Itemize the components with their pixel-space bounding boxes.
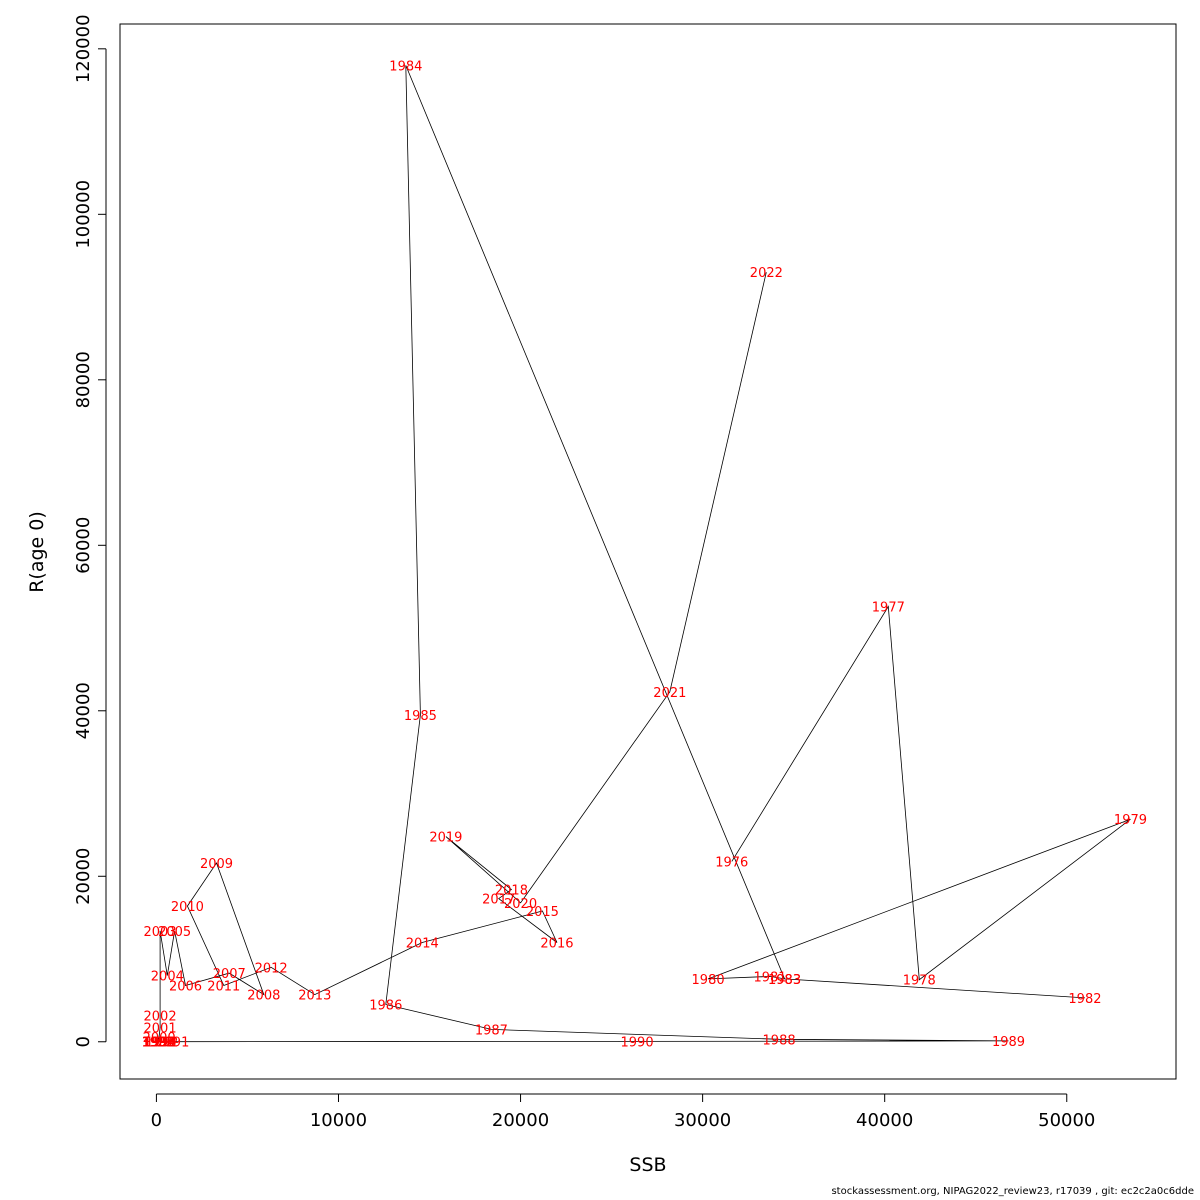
y-tick-label: 80000 [73, 351, 94, 408]
y-tick-label: 0 [73, 1036, 94, 1047]
year-label-1992: 1992 [145, 1036, 178, 1051]
series-line [157, 65, 1131, 1043]
y-axis-title: R(age 0) [26, 511, 48, 593]
year-label-2016: 2016 [540, 936, 573, 951]
y-tick-label: 20000 [73, 848, 94, 905]
year-label-1987: 1987 [475, 1023, 508, 1038]
year-label-1997: 1997 [142, 1036, 175, 1051]
year-label-1981: 1981 [753, 970, 786, 985]
year-label-1989: 1989 [992, 1035, 1025, 1050]
year-label-2006: 2006 [169, 979, 202, 994]
year-label-1982: 1982 [1068, 992, 1101, 1007]
year-label-1994: 1994 [143, 1036, 176, 1051]
year-label-1988: 1988 [763, 1033, 796, 1048]
year-label-1991: 1991 [156, 1036, 189, 1051]
year-label-2009: 2009 [200, 857, 233, 872]
year-label-2002: 2002 [144, 1009, 177, 1024]
year-label-1995: 1995 [142, 1036, 175, 1051]
year-label-2013: 2013 [298, 989, 331, 1004]
x-axis-title: SSB [629, 1154, 666, 1176]
x-axis: 0 10000 20000 30000 40000 50000 [151, 1093, 1095, 1131]
year-label-1984: 1984 [389, 59, 422, 74]
year-label-1986: 1986 [369, 999, 402, 1014]
year-label-2014: 2014 [406, 936, 439, 951]
year-label-1976: 1976 [715, 855, 748, 870]
year-label-2007: 2007 [213, 967, 246, 982]
year-label-2004: 2004 [151, 970, 184, 985]
year-label-2020: 2020 [504, 897, 537, 912]
plot-frame [119, 23, 1177, 1080]
year-label-2008: 2008 [247, 989, 280, 1004]
x-tick-label: 20000 [492, 1110, 549, 1131]
year-label-2001: 2001 [144, 1022, 177, 1037]
year-label-1980: 1980 [692, 973, 725, 988]
year-label-1979: 1979 [1114, 813, 1147, 828]
year-label-1977: 1977 [872, 601, 905, 616]
x-tick-label: 0 [151, 1110, 162, 1131]
year-label-2021: 2021 [653, 686, 686, 701]
year-label-1996: 1996 [142, 1036, 175, 1051]
year-label-2011: 2011 [207, 979, 240, 994]
year-label-1985: 1985 [404, 709, 437, 724]
x-tick-label: 30000 [674, 1110, 731, 1131]
y-tick-label: 100000 [73, 180, 94, 249]
x-tick-label: 10000 [310, 1110, 367, 1131]
year-label-1978: 1978 [903, 974, 936, 989]
year-label-2019: 2019 [429, 831, 462, 846]
year-label-2003: 2003 [144, 925, 177, 940]
year-label-2015: 2015 [526, 905, 559, 920]
year-label-2005: 2005 [158, 925, 191, 940]
year-label-1993: 1993 [144, 1036, 177, 1051]
year-label-2012: 2012 [255, 961, 288, 976]
year-label-2010: 2010 [171, 900, 204, 915]
year-label-2017: 2017 [482, 893, 515, 908]
year-label-2018: 2018 [495, 884, 528, 899]
y-axis: 0 20000 40000 60000 80000 100000 120000 [73, 14, 107, 1047]
year-label-1998: 1998 [142, 1036, 175, 1051]
year-label-2022: 2022 [750, 266, 783, 281]
year-label-1983: 1983 [768, 973, 801, 988]
footer-credit: stockassessment.org, NIPAG2022_review23,… [831, 1186, 1194, 1197]
year-label-1999: 1999 [142, 1035, 175, 1050]
year-label-1990: 1990 [621, 1035, 654, 1050]
y-tick-label: 120000 [73, 14, 94, 83]
x-tick-label: 50000 [1038, 1110, 1095, 1131]
year-label-2000: 2000 [143, 1031, 176, 1046]
y-tick-label: 40000 [73, 682, 94, 739]
y-tick-label: 60000 [73, 517, 94, 574]
year-label-1983: 1983 [768, 973, 801, 988]
x-tick-label: 40000 [856, 1110, 913, 1131]
